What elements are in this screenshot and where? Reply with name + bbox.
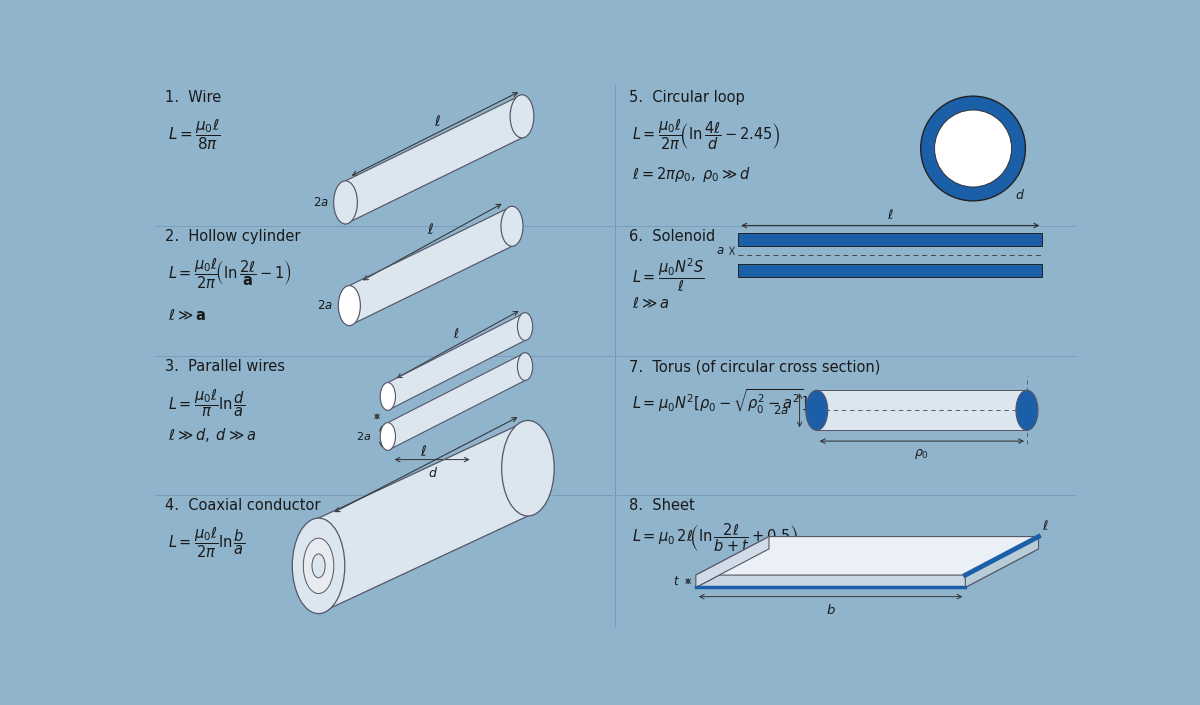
Ellipse shape xyxy=(380,383,396,410)
Ellipse shape xyxy=(338,286,360,326)
Text: $L = \dfrac{\mu_0\ell}{8\pi}$: $L = \dfrac{\mu_0\ell}{8\pi}$ xyxy=(168,118,221,152)
Ellipse shape xyxy=(517,313,533,341)
Polygon shape xyxy=(696,537,1038,575)
Polygon shape xyxy=(696,549,1038,587)
Text: $d$: $d$ xyxy=(1015,188,1025,202)
Text: $\ell$: $\ell$ xyxy=(1043,519,1049,533)
Circle shape xyxy=(920,96,1026,201)
Ellipse shape xyxy=(293,518,344,613)
Ellipse shape xyxy=(1016,391,1038,430)
Text: $2a$: $2a$ xyxy=(355,431,371,443)
Text: $a$: $a$ xyxy=(716,244,725,257)
Ellipse shape xyxy=(500,207,523,246)
Ellipse shape xyxy=(312,554,325,578)
Ellipse shape xyxy=(517,352,533,381)
Text: 8.  Sheet: 8. Sheet xyxy=(629,498,695,513)
Text: $b$: $b$ xyxy=(826,603,835,617)
Text: $\ell$: $\ell$ xyxy=(434,114,442,128)
Bar xyxy=(738,233,1043,246)
Ellipse shape xyxy=(334,181,358,224)
Text: $d$: $d$ xyxy=(427,466,438,479)
Text: $t$: $t$ xyxy=(673,575,680,588)
Text: 7.  Torus (of circular cross section): 7. Torus (of circular cross section) xyxy=(629,360,881,374)
Text: $a$: $a$ xyxy=(324,573,332,583)
Text: $2a$: $2a$ xyxy=(317,299,332,312)
Circle shape xyxy=(935,110,1012,187)
Text: $L = \dfrac{\mu_0 N^2 S}{\ell}$: $L = \dfrac{\mu_0 N^2 S}{\ell}$ xyxy=(632,257,704,293)
Text: $2a$: $2a$ xyxy=(313,196,329,209)
Text: 4.  Coaxial conductor: 4. Coaxial conductor xyxy=(164,498,320,513)
Text: 3.  Parallel wires: 3. Parallel wires xyxy=(164,360,284,374)
Text: $L = \mu_0 N^2[\rho_0 - \sqrt{\rho_0^2 - a^2}]$: $L = \mu_0 N^2[\rho_0 - \sqrt{\rho_0^2 -… xyxy=(632,387,808,415)
Text: $\ell \gg d,\; d \gg a$: $\ell \gg d,\; d \gg a$ xyxy=(168,426,257,443)
Text: 2.  Hollow cylinder: 2. Hollow cylinder xyxy=(164,228,300,244)
Polygon shape xyxy=(696,537,769,587)
Ellipse shape xyxy=(510,94,534,138)
Polygon shape xyxy=(318,420,528,613)
Text: 6.  Solenoid: 6. Solenoid xyxy=(629,228,715,244)
Polygon shape xyxy=(349,207,512,326)
Polygon shape xyxy=(817,391,1027,430)
Text: 1.  Wire: 1. Wire xyxy=(164,90,221,105)
Ellipse shape xyxy=(380,422,396,450)
Polygon shape xyxy=(346,94,522,224)
Text: $L = \dfrac{\mu_0\ell}{2\pi}\!\left(\ln\dfrac{2\ell}{\mathbf{a}} - 1\right)$: $L = \dfrac{\mu_0\ell}{2\pi}\!\left(\ln\… xyxy=(168,257,292,291)
Text: $L = \dfrac{\mu_0\ell}{\pi}\ln\dfrac{d}{a}$: $L = \dfrac{\mu_0\ell}{\pi}\ln\dfrac{d}{… xyxy=(168,387,246,419)
Text: $\ell \gg a$: $\ell \gg a$ xyxy=(632,296,670,312)
Text: $\ell$: $\ell$ xyxy=(420,443,427,458)
Polygon shape xyxy=(388,313,526,410)
Text: $\rho_0$: $\rho_0$ xyxy=(914,447,929,461)
Text: $\ell$: $\ell$ xyxy=(887,208,894,221)
Text: $\rho_0$: $\rho_0$ xyxy=(934,164,948,178)
Polygon shape xyxy=(388,352,526,450)
Bar xyxy=(738,264,1043,277)
Ellipse shape xyxy=(502,420,554,516)
Ellipse shape xyxy=(304,538,334,594)
Text: $\ell = 2\pi\rho_0,\; \rho_0 \gg d$: $\ell = 2\pi\rho_0,\; \rho_0 \gg d$ xyxy=(632,166,750,185)
Text: $L = \mu_0\, 2\ell\!\left(\ln\dfrac{2\ell}{b+t} + 0.5\right)$: $L = \mu_0\, 2\ell\!\left(\ln\dfrac{2\el… xyxy=(632,521,799,553)
Text: $\ell \gg \mathbf{a}$: $\ell \gg \mathbf{a}$ xyxy=(168,308,206,323)
Polygon shape xyxy=(965,537,1038,587)
Text: $2a$: $2a$ xyxy=(773,404,788,417)
Text: $\ell$: $\ell$ xyxy=(427,221,434,237)
Text: $\ell$: $\ell$ xyxy=(454,328,460,341)
Text: $b$: $b$ xyxy=(329,532,336,544)
Text: $L = \dfrac{\mu_0\ell}{2\pi}\ln\dfrac{b}{a}$: $L = \dfrac{\mu_0\ell}{2\pi}\ln\dfrac{b}… xyxy=(168,526,246,560)
Text: 5.  Circular loop: 5. Circular loop xyxy=(629,90,745,105)
Ellipse shape xyxy=(805,391,828,430)
Text: $L = \dfrac{\mu_0\ell}{2\pi}\!\left(\ln\dfrac{4\ell}{d} - 2.45\right)$: $L = \dfrac{\mu_0\ell}{2\pi}\!\left(\ln\… xyxy=(632,118,780,152)
